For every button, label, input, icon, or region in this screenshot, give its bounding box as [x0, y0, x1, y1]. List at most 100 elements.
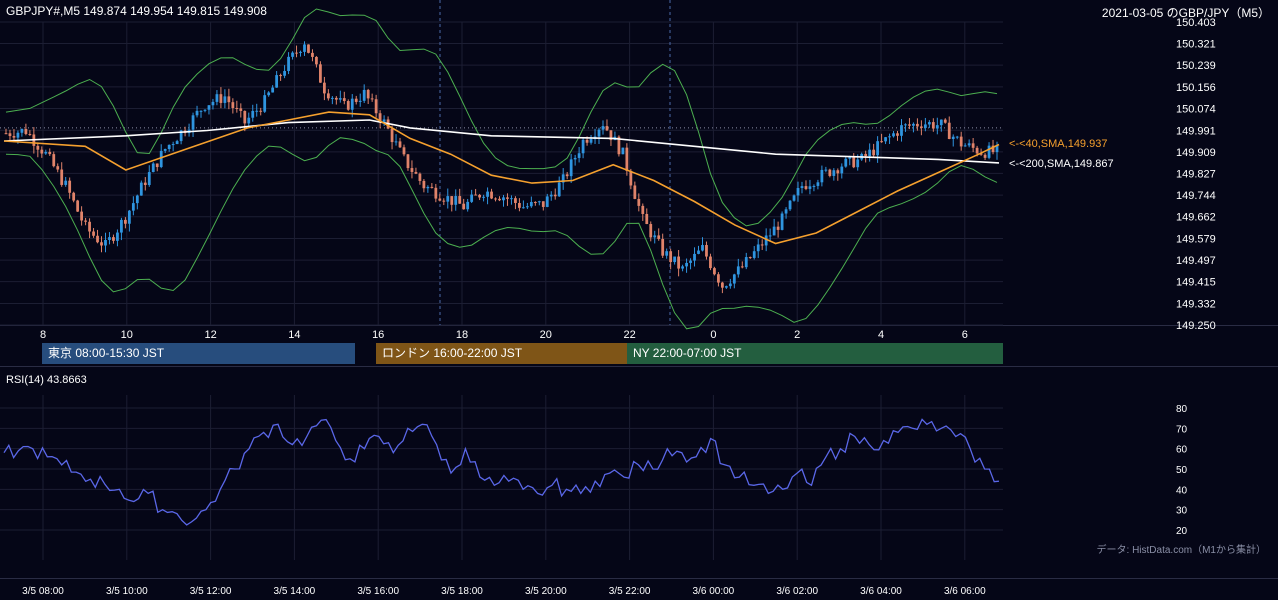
candle-down	[231, 102, 235, 108]
candle-down	[478, 194, 482, 198]
candle-down	[979, 153, 983, 155]
candle-up	[701, 245, 704, 251]
candle-down	[916, 123, 919, 127]
price-y-tick-label: 150.239	[1176, 60, 1216, 72]
candle-up	[573, 157, 577, 160]
candle-down	[326, 93, 330, 99]
rsi-panel: 20 30 40 50 60 70 80 3/5 08:00 3/5 10:00 3/5 12:0…	[3, 404, 1188, 597]
candle-up	[303, 44, 306, 52]
rsi-x-tick-label: 3/5 08:00	[22, 586, 64, 597]
candle-up	[127, 210, 131, 224]
rsi-x-tick-label: 3/5 22:00	[609, 586, 651, 597]
rsi-y-tick-label: 40	[1176, 485, 1188, 496]
candle-up	[283, 70, 286, 76]
candle-down	[458, 196, 462, 204]
candle-up	[482, 196, 485, 198]
candle-up	[967, 143, 971, 146]
price-y-tick-label: 149.827	[1176, 168, 1216, 180]
candle-down	[880, 141, 883, 143]
candle-down	[40, 149, 44, 154]
candle-up	[537, 201, 541, 203]
candle-up	[394, 141, 398, 143]
price-x-tick-label: 6	[962, 329, 968, 341]
candle-down	[342, 98, 346, 102]
candle-down	[48, 151, 52, 155]
rsi-x-tick-label: 3/5 12:00	[190, 586, 232, 597]
sma200-line	[3, 119, 1000, 164]
candle-down	[462, 203, 466, 210]
candle-up	[521, 207, 525, 209]
candle-up	[426, 186, 430, 189]
rsi-y-tick-label: 70	[1176, 424, 1188, 435]
candle-down	[474, 194, 478, 196]
candle-down	[414, 171, 418, 174]
candle-up	[888, 136, 891, 138]
candle-up	[299, 51, 302, 53]
candle-down	[76, 200, 80, 212]
candle-down	[24, 128, 28, 135]
candle-up	[868, 149, 872, 157]
candle-down	[931, 122, 935, 129]
price-y-tick-label: 150.074	[1176, 103, 1216, 115]
bollinger-lower-line	[5, 137, 998, 330]
candle-up	[900, 125, 903, 136]
candle-down	[36, 145, 40, 150]
rsi-x-tick-label: 3/6 06:00	[944, 586, 986, 597]
candle-down	[374, 99, 378, 114]
price-y-tick-label: 149.332	[1176, 298, 1216, 310]
candle-down	[155, 163, 159, 168]
candle-down	[8, 133, 12, 136]
candle-up	[951, 136, 955, 140]
candle-up	[764, 235, 768, 246]
candle-up	[673, 256, 677, 263]
candle-up	[832, 170, 836, 176]
candle-up	[362, 89, 366, 101]
rsi-y-tick-label: 20	[1176, 526, 1188, 537]
candle-down	[748, 257, 752, 259]
candle-up	[820, 169, 824, 183]
candle-down	[514, 198, 517, 203]
price-x-tick-label: 18	[456, 329, 468, 341]
candle-up	[995, 145, 999, 153]
candle-up	[510, 198, 513, 200]
candle-up	[884, 137, 887, 142]
candle-up	[179, 130, 183, 142]
candle-down	[975, 147, 979, 154]
candle-up	[338, 98, 342, 100]
candle-up	[955, 136, 959, 138]
candle-down	[864, 153, 868, 157]
price-y-tick-label: 149.909	[1176, 147, 1216, 159]
candle-up	[454, 196, 458, 205]
price-x-tick-label: 4	[878, 329, 884, 341]
candle-up	[486, 191, 489, 197]
sma200-value-label: <-<200,SMA,149.867	[1009, 158, 1114, 170]
candle-up	[935, 125, 939, 129]
candle-down	[143, 182, 147, 186]
candle-down	[315, 56, 318, 65]
candle-up	[788, 200, 792, 210]
candle-up	[223, 96, 227, 103]
candle-down	[828, 169, 832, 176]
candle-down	[430, 186, 434, 188]
price-x-tick-label: 12	[204, 329, 216, 341]
candle-up	[844, 158, 848, 167]
candle-up	[446, 196, 450, 202]
candle-down	[585, 139, 589, 143]
candle-down	[92, 231, 95, 236]
candle-up	[470, 194, 474, 202]
candle-up	[768, 235, 772, 237]
candle-down	[705, 245, 708, 257]
candle-up	[772, 226, 776, 236]
candle-down	[896, 133, 899, 136]
price-y-tick-label: 149.991	[1176, 125, 1216, 137]
candle-down	[804, 186, 808, 189]
candle-up	[752, 251, 756, 258]
candle-up	[267, 92, 271, 96]
candle-up	[561, 174, 565, 183]
rsi-line	[3, 418, 1000, 526]
candle-down	[418, 173, 422, 181]
candle-up	[549, 194, 553, 197]
candle-up	[577, 153, 581, 158]
candle-down	[422, 180, 426, 189]
